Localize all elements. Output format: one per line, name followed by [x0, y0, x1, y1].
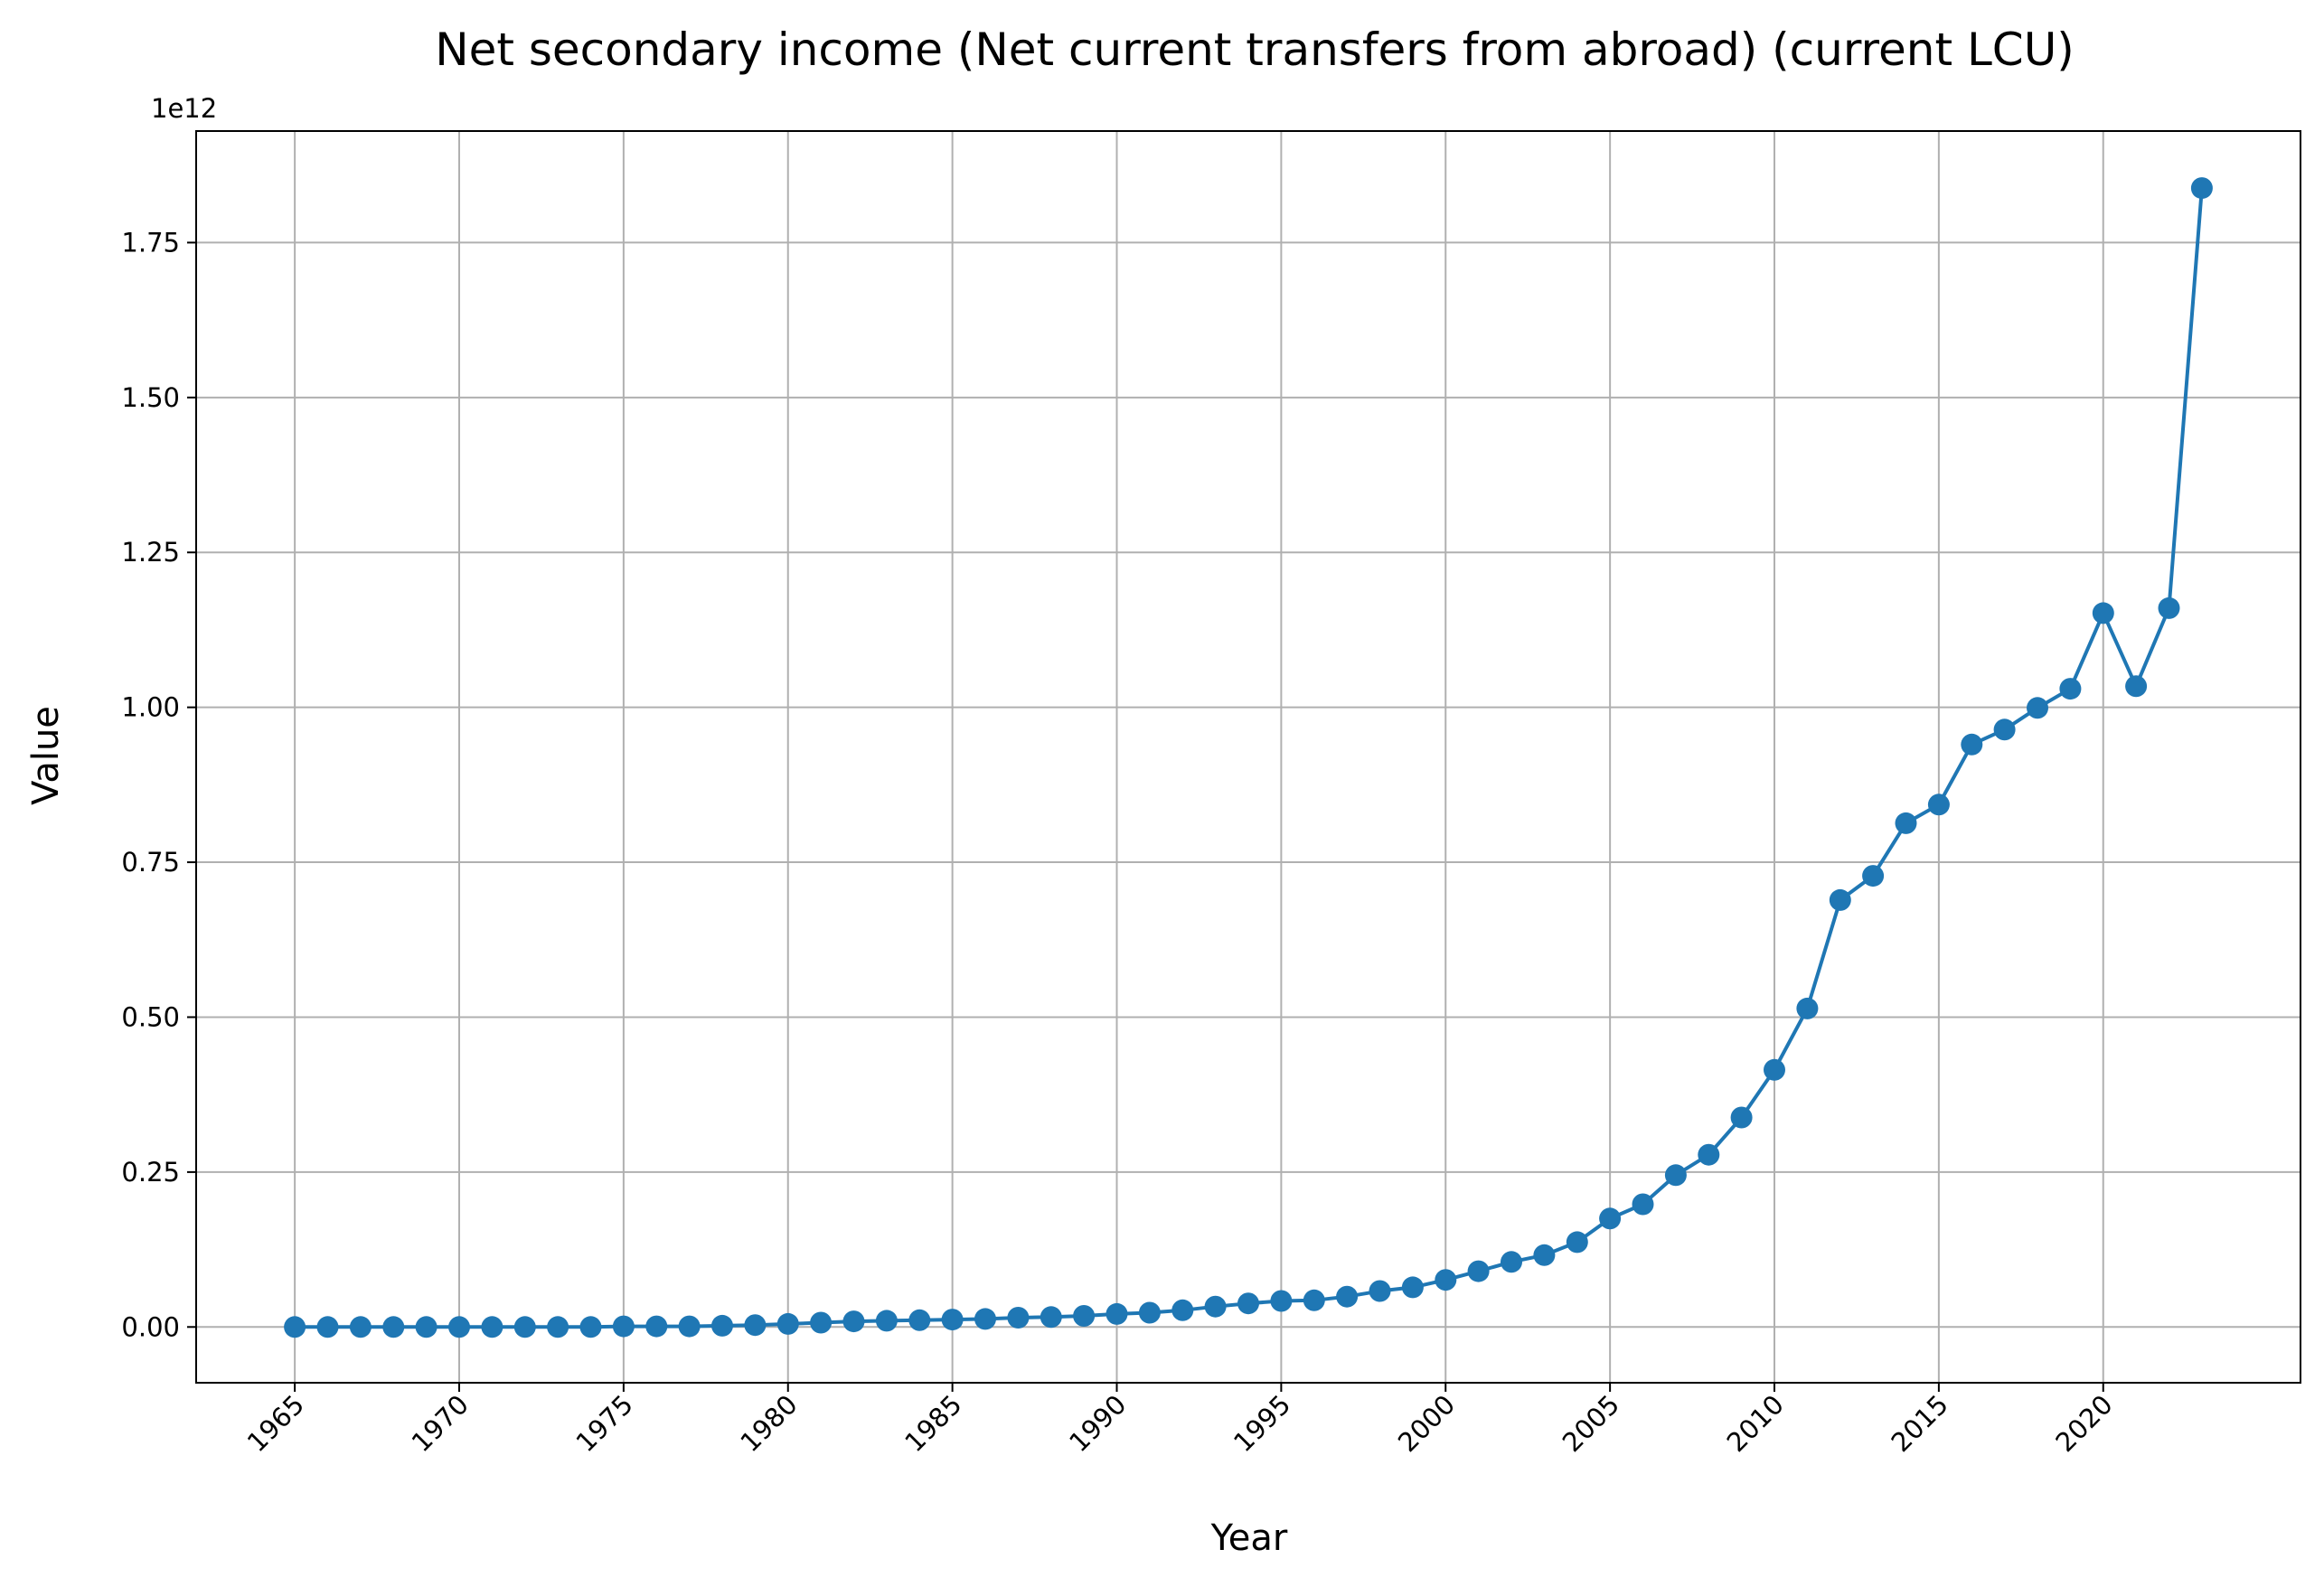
data-point: [678, 1315, 701, 1338]
data-point: [1730, 1106, 1753, 1129]
data-point: [2125, 675, 2148, 698]
data-point: [1138, 1301, 1161, 1324]
data-point: [1336, 1285, 1359, 1308]
y-tick-label: 1.00: [121, 692, 180, 723]
data-point: [1664, 1164, 1687, 1187]
data-point: [1961, 733, 1983, 756]
data-point: [1895, 812, 1917, 834]
data-point: [612, 1315, 635, 1338]
data-point: [1533, 1244, 1556, 1266]
data-point: [1927, 794, 1950, 816]
data-point: [316, 1316, 339, 1338]
data-point: [1829, 888, 1851, 911]
data-point: [1401, 1276, 1424, 1299]
data-point: [776, 1312, 799, 1335]
data-point: [1599, 1207, 1622, 1230]
data-point: [382, 1316, 405, 1338]
data-point: [744, 1314, 767, 1337]
y-tick-label: 0.00: [121, 1311, 180, 1342]
data-point: [2158, 596, 2180, 619]
data-point: [1467, 1260, 1490, 1282]
y-axis-label: Value: [25, 706, 67, 805]
data-point: [1040, 1306, 1062, 1329]
y-tick-label: 0.50: [121, 1001, 180, 1032]
data-point: [1007, 1307, 1030, 1329]
y-tick-label: 1.25: [121, 537, 180, 568]
data-point: [974, 1308, 996, 1330]
data-point: [284, 1316, 306, 1338]
data-point: [1435, 1269, 1457, 1291]
y-offset-text: 1e12: [151, 93, 217, 124]
data-point: [2027, 697, 2048, 719]
data-point: [2190, 177, 2213, 200]
data-point: [1237, 1292, 1259, 1315]
data-point: [1862, 865, 1885, 887]
data-point: [1106, 1302, 1128, 1325]
data-point: [1993, 718, 2016, 741]
data-point: [1632, 1193, 1654, 1216]
data-point: [415, 1316, 438, 1338]
data-point: [875, 1310, 898, 1332]
data-point: [1566, 1231, 1588, 1254]
y-tick-label: 0.75: [121, 847, 180, 878]
data-point: [1698, 1143, 1720, 1166]
data-point: [1303, 1289, 1325, 1311]
data-point: [645, 1315, 668, 1338]
series: [284, 177, 2213, 1338]
data-point: [810, 1311, 833, 1334]
data-point: [1073, 1305, 1096, 1327]
y-tick-label: 1.50: [121, 382, 180, 413]
data-point: [1796, 997, 1819, 1019]
data-point: [448, 1316, 470, 1338]
data-point: [481, 1316, 503, 1338]
data-point: [908, 1309, 931, 1331]
data-point: [1204, 1295, 1227, 1318]
chart-title: Net secondary income (Net current transf…: [435, 23, 2075, 76]
data-point: [1369, 1280, 1391, 1302]
data-point: [1764, 1058, 1785, 1081]
data-point: [513, 1316, 536, 1338]
data-point: [941, 1309, 964, 1331]
plot-frame: [195, 130, 2301, 1384]
grid: [196, 131, 2300, 1383]
data-point: [349, 1316, 372, 1338]
data-point: [711, 1314, 733, 1337]
data-point: [547, 1316, 569, 1338]
data-point: [2059, 678, 2082, 700]
data-point: [1270, 1290, 1293, 1312]
data-point: [579, 1316, 602, 1338]
data-point: [842, 1310, 865, 1333]
y-tick-label: 1.75: [121, 227, 180, 258]
data-point: [1501, 1251, 1522, 1273]
x-axis-label: Year: [1210, 1517, 1288, 1559]
data-point: [2092, 602, 2114, 624]
data-point: [1171, 1299, 1194, 1321]
y-tick-label: 0.25: [121, 1157, 180, 1188]
